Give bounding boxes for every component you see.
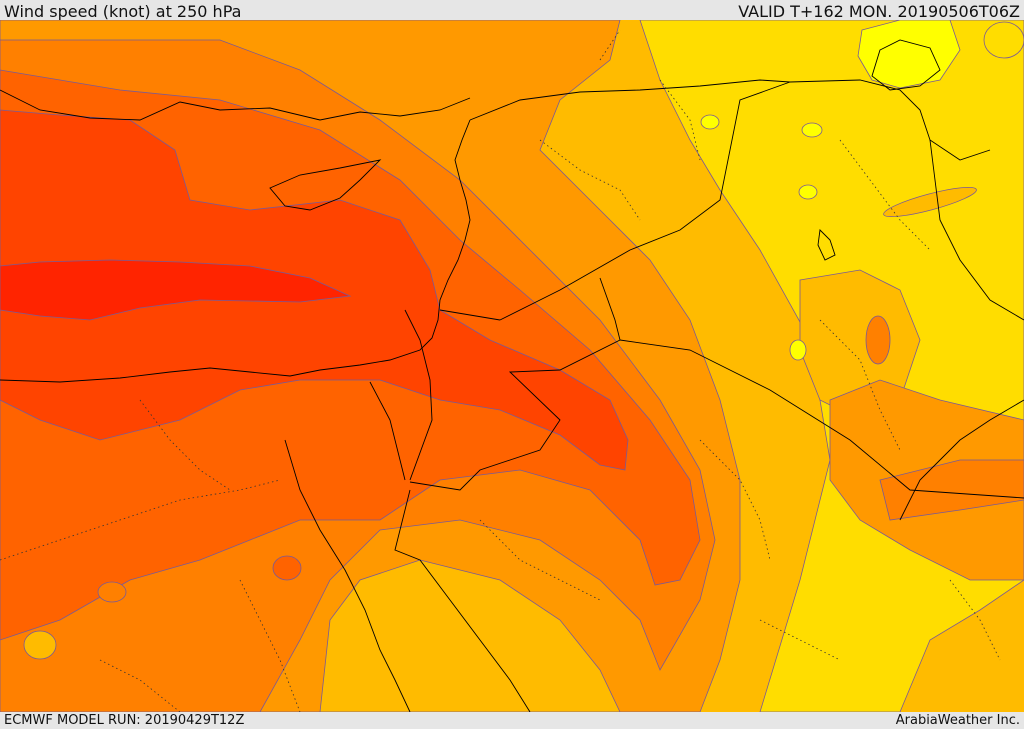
wind-patch-8 (798, 184, 818, 200)
coast-red-sea-west (284, 439, 411, 712)
wind-band-yellow-light (857, 20, 961, 89)
wind-patch-7 (700, 114, 720, 130)
coast-turkey (0, 89, 471, 121)
wind-patch-9 (789, 339, 807, 361)
valid-time: VALID T+162 MON. 20190506T06Z (738, 2, 1020, 21)
border-israel-jordan (404, 309, 433, 481)
border-iraq-syria (499, 81, 791, 321)
border-saudi-jordan-iraq (409, 277, 621, 491)
border-iran-iraq (929, 139, 1024, 321)
map-footer: ECMWF MODEL RUN: 20190429T12Z ArabiaWeat… (0, 712, 1024, 729)
internal-boundaries (0, 29, 1001, 712)
wind-band-orange-se (879, 459, 1024, 521)
border-iraq-saudi (619, 339, 1024, 499)
wind-patch-3 (23, 630, 57, 660)
wind-patch-1 (97, 581, 127, 603)
credit: ArabiaWeather Inc. (895, 713, 1020, 728)
border-iran (789, 79, 991, 161)
coast-caspian (871, 39, 941, 91)
border-turkey-syria (469, 79, 791, 121)
border-syria-jordan (439, 309, 501, 321)
wind-speed-map (0, 20, 1024, 712)
map-title: Wind speed (knot) at 250 hPa (4, 2, 242, 21)
map-header: Wind speed (knot) at 250 hPa VALID T+162… (0, 0, 1024, 21)
wind-patch-6 (801, 122, 823, 138)
coast-cyprus (269, 159, 382, 211)
coast-lake (817, 229, 836, 261)
border-egypt-israel (369, 381, 406, 481)
wind-band-red-core (0, 259, 352, 321)
wind-patch-4 (865, 315, 891, 365)
wind-patch-5 (883, 186, 977, 218)
coastlines (0, 39, 1024, 712)
wind-patch-2 (272, 555, 302, 581)
coast-levant (0, 119, 471, 383)
wind-band-amber-south (319, 559, 621, 712)
coast-red-sea-east (394, 489, 531, 712)
wind-patch-10 (983, 21, 1024, 59)
borders (369, 79, 1024, 499)
coast-gulf (899, 399, 1024, 521)
model-run: ECMWF MODEL RUN: 20190429T12Z (4, 713, 245, 728)
